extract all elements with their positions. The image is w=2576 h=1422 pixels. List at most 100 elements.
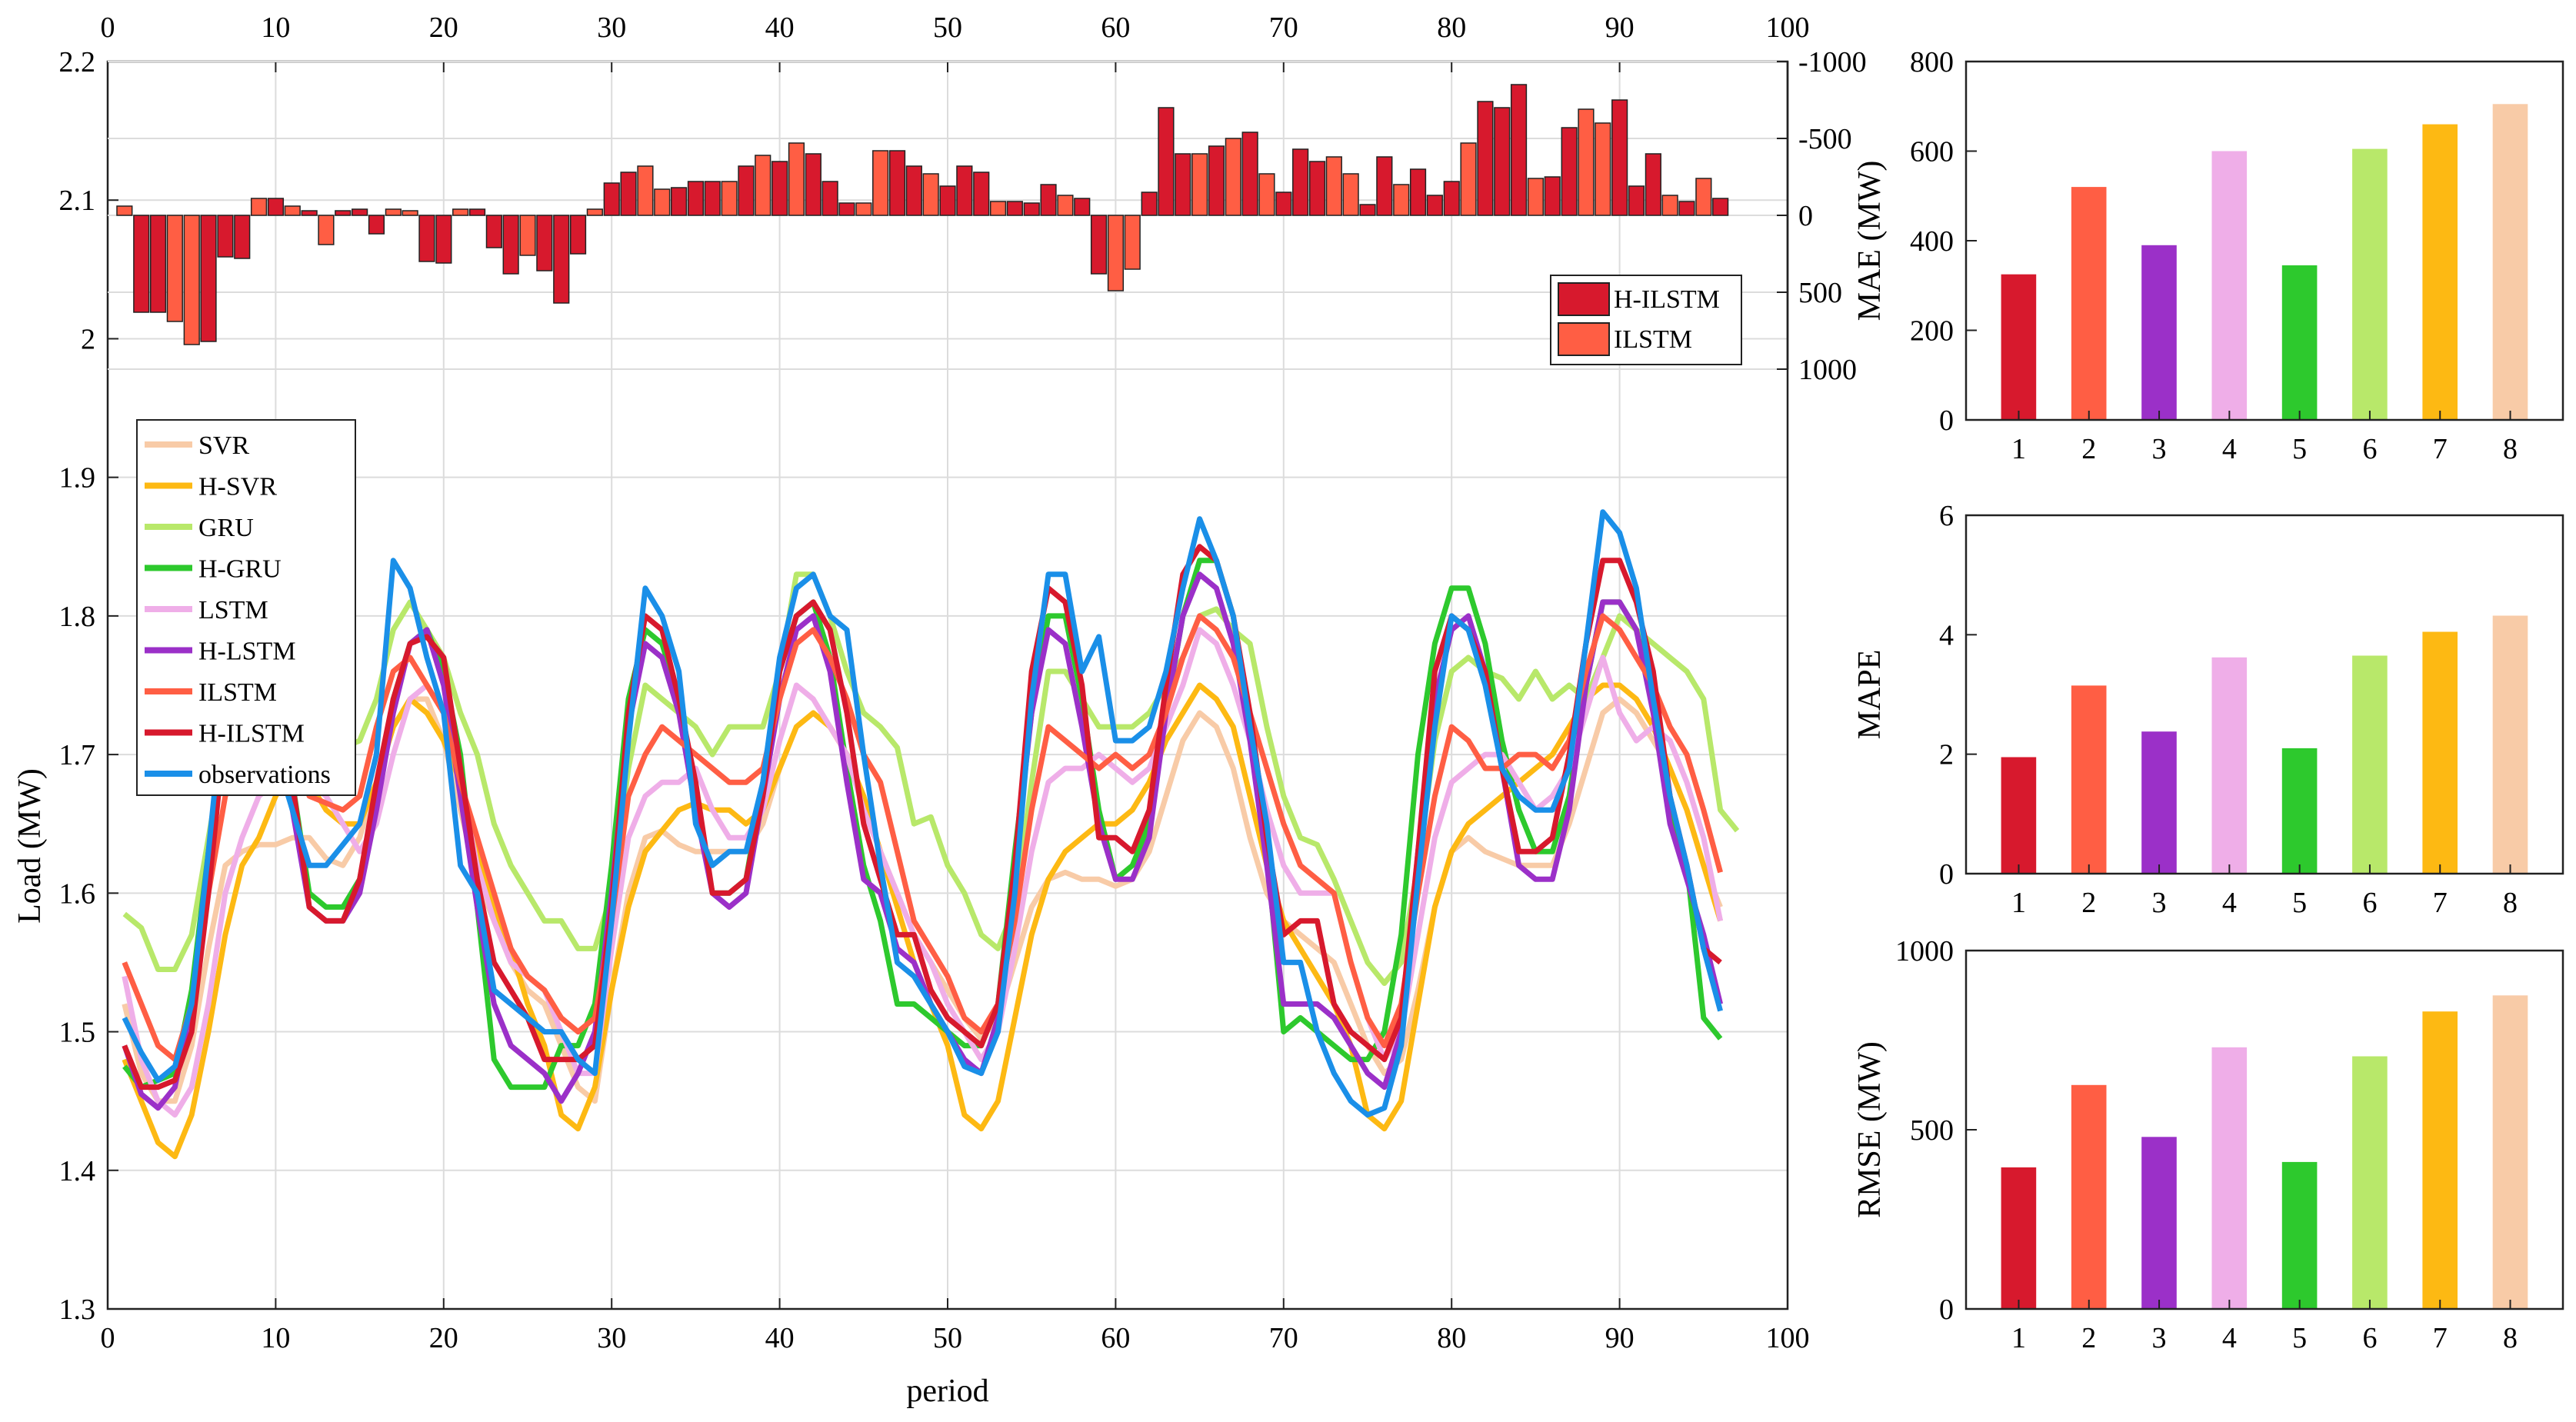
series-line-gru xyxy=(122,571,1740,986)
bar-rmse-mw--4 xyxy=(2211,1047,2248,1309)
legend-label-h-ilstm: H-ILSTM xyxy=(198,720,305,748)
bar-y-tick-label: 400 xyxy=(1910,225,1954,258)
bar-mape-5 xyxy=(2281,748,2318,874)
error-bar xyxy=(1175,153,1191,216)
bar-x-tick-label: 2 xyxy=(2081,887,2096,919)
error-bar xyxy=(1578,108,1595,216)
error-bar xyxy=(519,215,536,256)
error-bar xyxy=(368,215,385,235)
main-x-tick-label: 30 xyxy=(597,1322,626,1354)
error-bar xyxy=(1141,191,1158,216)
error-bar xyxy=(485,215,502,248)
error-bar xyxy=(1460,142,1477,216)
legend-label-h-svr: H-SVR xyxy=(198,473,277,501)
error-bar xyxy=(569,215,587,255)
bar-y-axis-label-mape: MAPE xyxy=(1852,650,1888,740)
main-x-tick-label: 60 xyxy=(1101,1322,1130,1354)
main-y-tick-label: 1.9 xyxy=(59,462,96,495)
error-bar xyxy=(872,150,889,216)
bar-mae-mw--6 xyxy=(2352,148,2388,420)
main-y-ticks: 1.3 1.4 1.5 1.6 1.7 1.8 1.9 2 2.1 2.2 xyxy=(59,46,118,1326)
bar-x-tick-label: 6 xyxy=(2362,887,2377,919)
error-bar xyxy=(1628,185,1645,216)
bar-x-tick-label: 5 xyxy=(2292,1322,2307,1354)
bar-mae-mw--1 xyxy=(2001,274,2037,420)
legend-label-svr: SVR xyxy=(198,431,249,460)
main-x-tick-label: 20 xyxy=(429,1322,458,1354)
error-bar xyxy=(468,208,486,216)
bar-x-tick-label: 3 xyxy=(2152,433,2167,465)
error-bar xyxy=(1477,101,1494,216)
error-y-tick-label: 1000 xyxy=(1798,354,1857,386)
error-bar xyxy=(1074,198,1091,216)
bar-mape-7 xyxy=(2422,631,2458,874)
error-bar xyxy=(250,198,268,216)
error-bar xyxy=(335,210,352,216)
main-y-tick-label: 1.8 xyxy=(59,601,96,633)
bar-mae-mw--5 xyxy=(2281,265,2318,420)
bar-x-tick-label: 2 xyxy=(2081,1322,2096,1354)
error-y-tick-label: 500 xyxy=(1798,277,1842,309)
error-bar xyxy=(536,215,553,271)
bar-y-tick-label: 0 xyxy=(1939,405,1954,437)
main-x-ticks: 0 0 10 10 20 20 30 30 40 40 50 50 60 60 70 70 80 80 90 90 10… xyxy=(101,12,1810,1354)
error-bar xyxy=(1225,138,1241,216)
main-x-tick-label: 0 xyxy=(101,1322,115,1354)
bar-mae-mw--2 xyxy=(2071,187,2107,420)
error-bar xyxy=(1645,153,1661,216)
main-grid xyxy=(107,61,1788,1310)
error-bar xyxy=(1494,107,1511,216)
error-bar xyxy=(670,187,688,216)
legend-label-lstm: LSTM xyxy=(198,596,268,624)
error-bar xyxy=(956,165,973,216)
bar-rmse-mw--2 xyxy=(2071,1084,2107,1310)
main-x-tick-label: 70 xyxy=(1269,1322,1298,1354)
mape-bar-chart: 0 2 4 6 1 2 3 4 5 6 7 8 MAPE xyxy=(1852,500,2564,919)
error-bar xyxy=(1258,173,1275,216)
bar-mape-3 xyxy=(2141,731,2177,874)
main-x-tick-label: 10 xyxy=(261,1322,290,1354)
bar-x-tick-label: 4 xyxy=(2222,433,2237,465)
bar-x-tick-label: 7 xyxy=(2433,1322,2448,1354)
error-bar xyxy=(1510,84,1528,216)
error-bar xyxy=(721,181,738,216)
top-x-tick-label: 90 xyxy=(1605,12,1635,44)
bar-x-tick-label: 4 xyxy=(2222,887,2237,919)
error-bar xyxy=(855,202,872,216)
bar-y-tick-label: 600 xyxy=(1910,136,1954,168)
main-y-tick-label: 1.5 xyxy=(59,1017,96,1049)
bar-axes-box xyxy=(1964,949,2564,1310)
bar-mape-2 xyxy=(2071,685,2107,874)
error-bar xyxy=(989,201,1007,216)
series-line-ilstm xyxy=(122,613,1723,1063)
legend-label-ilstm: ILSTM xyxy=(1614,325,1692,354)
error-bar xyxy=(704,181,721,216)
error-bar xyxy=(1292,148,1309,216)
main-legend-items: SVR H-SVR GRU H-GRU LSTM H-LSTM ILSTM H-ILSTM ob… xyxy=(145,431,331,789)
legend-label-ilstm: ILSTM xyxy=(198,678,277,707)
error-bar xyxy=(116,205,133,216)
error-bar xyxy=(1595,122,1611,216)
main-y-tick-label: 2.1 xyxy=(59,185,96,217)
error-bar xyxy=(888,150,906,216)
bar-mape-6 xyxy=(2352,655,2388,874)
top-x-tick-label: 80 xyxy=(1437,12,1466,44)
bar-rmse-mw--3 xyxy=(2141,1137,2177,1309)
error-bar xyxy=(654,188,671,216)
error-bar xyxy=(1443,181,1460,216)
top-x-tick-label: 20 xyxy=(429,12,458,44)
error-bar xyxy=(385,208,402,216)
error-bar xyxy=(217,215,234,258)
error-bar-inset: -1000 -500 0 500 1000 H-ILSTM ILSTM xyxy=(108,46,1867,386)
error-bar xyxy=(1023,202,1040,216)
series-line-h-lstm xyxy=(122,571,1724,1111)
bar-x-tick-label: 3 xyxy=(2152,887,2167,919)
bar-x-tick-label: 7 xyxy=(2433,433,2448,465)
error-bar xyxy=(755,155,771,216)
bar-mape-1 xyxy=(2001,757,2037,874)
error-bar xyxy=(183,215,200,345)
error-bar xyxy=(1712,198,1729,216)
error-bar xyxy=(687,181,705,216)
error-legend: H-ILSTM ILSTM xyxy=(1550,275,1742,365)
error-bar xyxy=(1611,99,1628,216)
